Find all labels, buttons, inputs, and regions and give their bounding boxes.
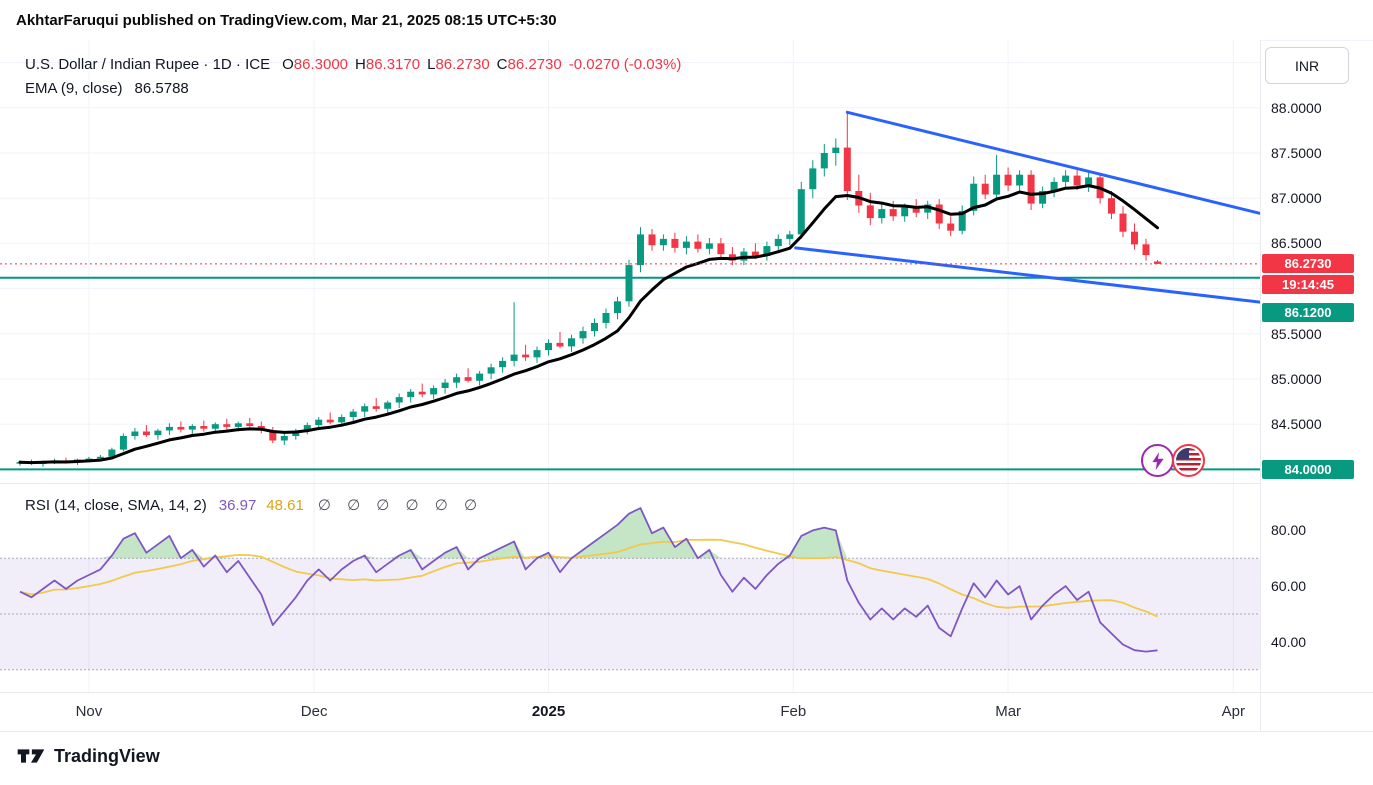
time-axis-label: Apr xyxy=(1221,703,1246,720)
time-axis-label: Mar xyxy=(995,703,1022,720)
main-price-pane[interactable] xyxy=(0,40,1260,483)
support-level-badge-8400: 84.0000 xyxy=(1262,460,1354,479)
rsi-value: 36.97 xyxy=(218,496,257,514)
rsi-overbought-fill xyxy=(20,508,1158,559)
ohlc-high-value: 86.3170 xyxy=(365,55,421,73)
price-axis-label: 86.5000 xyxy=(1271,235,1322,252)
last-price-badge: 86.2730 xyxy=(1262,254,1354,273)
time-axis-label: Dec xyxy=(300,703,328,720)
support-level-badge-8612: 86.1200 xyxy=(1262,303,1354,322)
ohlc-low-value: 86.2730 xyxy=(435,55,490,73)
ema-indicator-value: 86.5788 xyxy=(134,79,189,97)
rsi-indicator-label[interactable]: RSI (14, close, SMA, 14, 2) xyxy=(25,496,207,514)
ohlc-change-value: -0.0270 (-0.03%) xyxy=(568,55,682,73)
ohlc-open-label: O xyxy=(282,55,294,73)
rsi-sma-value: 48.61 xyxy=(266,496,304,514)
rsi-axis-label: 80.00 xyxy=(1271,522,1307,539)
time-axis-label: Feb xyxy=(780,703,807,720)
time-axis-label: Nov xyxy=(75,703,103,720)
price-axis-divider xyxy=(1260,40,1261,731)
us-flag-bubble[interactable] xyxy=(1172,444,1205,477)
rsi-legend: RSI (14, close, SMA, 14, 2) 36.97 48.61 … xyxy=(25,493,483,517)
trendline xyxy=(794,246,1260,304)
candles xyxy=(16,112,1161,467)
time-axis-label: 2025 xyxy=(531,703,566,720)
price-axis-label: 85.5000 xyxy=(1271,325,1322,342)
tradingview-logo[interactable]: TradingView xyxy=(16,744,160,768)
ohlc-low-label: L xyxy=(427,55,436,73)
bar-countdown-badge: 19:14:45 xyxy=(1262,275,1354,294)
time-axis-divider xyxy=(0,692,1373,693)
us-flag-icon xyxy=(1176,448,1201,473)
rsi-axis-label: 40.00 xyxy=(1271,633,1307,650)
ohlc-close-value: 86.2730 xyxy=(507,55,562,73)
price-axis-label: 84.5000 xyxy=(1271,416,1322,433)
tradingview-brand-text: TradingView xyxy=(54,745,160,766)
currency-toggle-button[interactable]: INR xyxy=(1265,47,1349,84)
symbol-title[interactable]: U.S. Dollar / Indian Rupee · 1D · ICE xyxy=(25,55,271,73)
flag-canton xyxy=(1176,448,1189,459)
price-axis-label: 87.0000 xyxy=(1271,190,1322,207)
rsi-axis-label: 60.00 xyxy=(1271,578,1307,595)
tradingview-logo-icon xyxy=(17,749,45,763)
ohlc-open-value: 86.3000 xyxy=(293,55,349,73)
trendline xyxy=(845,110,1260,215)
lightning-idea-bubble[interactable] xyxy=(1141,444,1174,477)
ema-line xyxy=(18,184,1159,465)
price-axis-label: 87.5000 xyxy=(1271,145,1322,161)
ohlc-close-label: C xyxy=(496,55,508,73)
lightning-icon xyxy=(1151,451,1164,470)
rsi-empty-slots: ∅ ∅ ∅ ∅ ∅ ∅ xyxy=(317,497,484,514)
price-axis-label: 85.0000 xyxy=(1271,371,1322,388)
ema-indicator-label[interactable]: EMA (9, close) xyxy=(25,79,123,97)
rsi-pane[interactable] xyxy=(0,483,1260,692)
publish-attribution-text: AkhtarFaruqui published on TradingView.c… xyxy=(16,11,557,29)
publish-attribution-bar: AkhtarFaruqui published on TradingView.c… xyxy=(0,0,1373,40)
ohlc-high-label: H xyxy=(355,55,366,73)
bottom-divider xyxy=(0,731,1373,732)
price-axis-label: 88.0000 xyxy=(1271,99,1322,116)
pane-divider[interactable] xyxy=(0,483,1260,484)
currency-label: INR xyxy=(1294,57,1320,74)
rsi-line xyxy=(19,507,1158,653)
